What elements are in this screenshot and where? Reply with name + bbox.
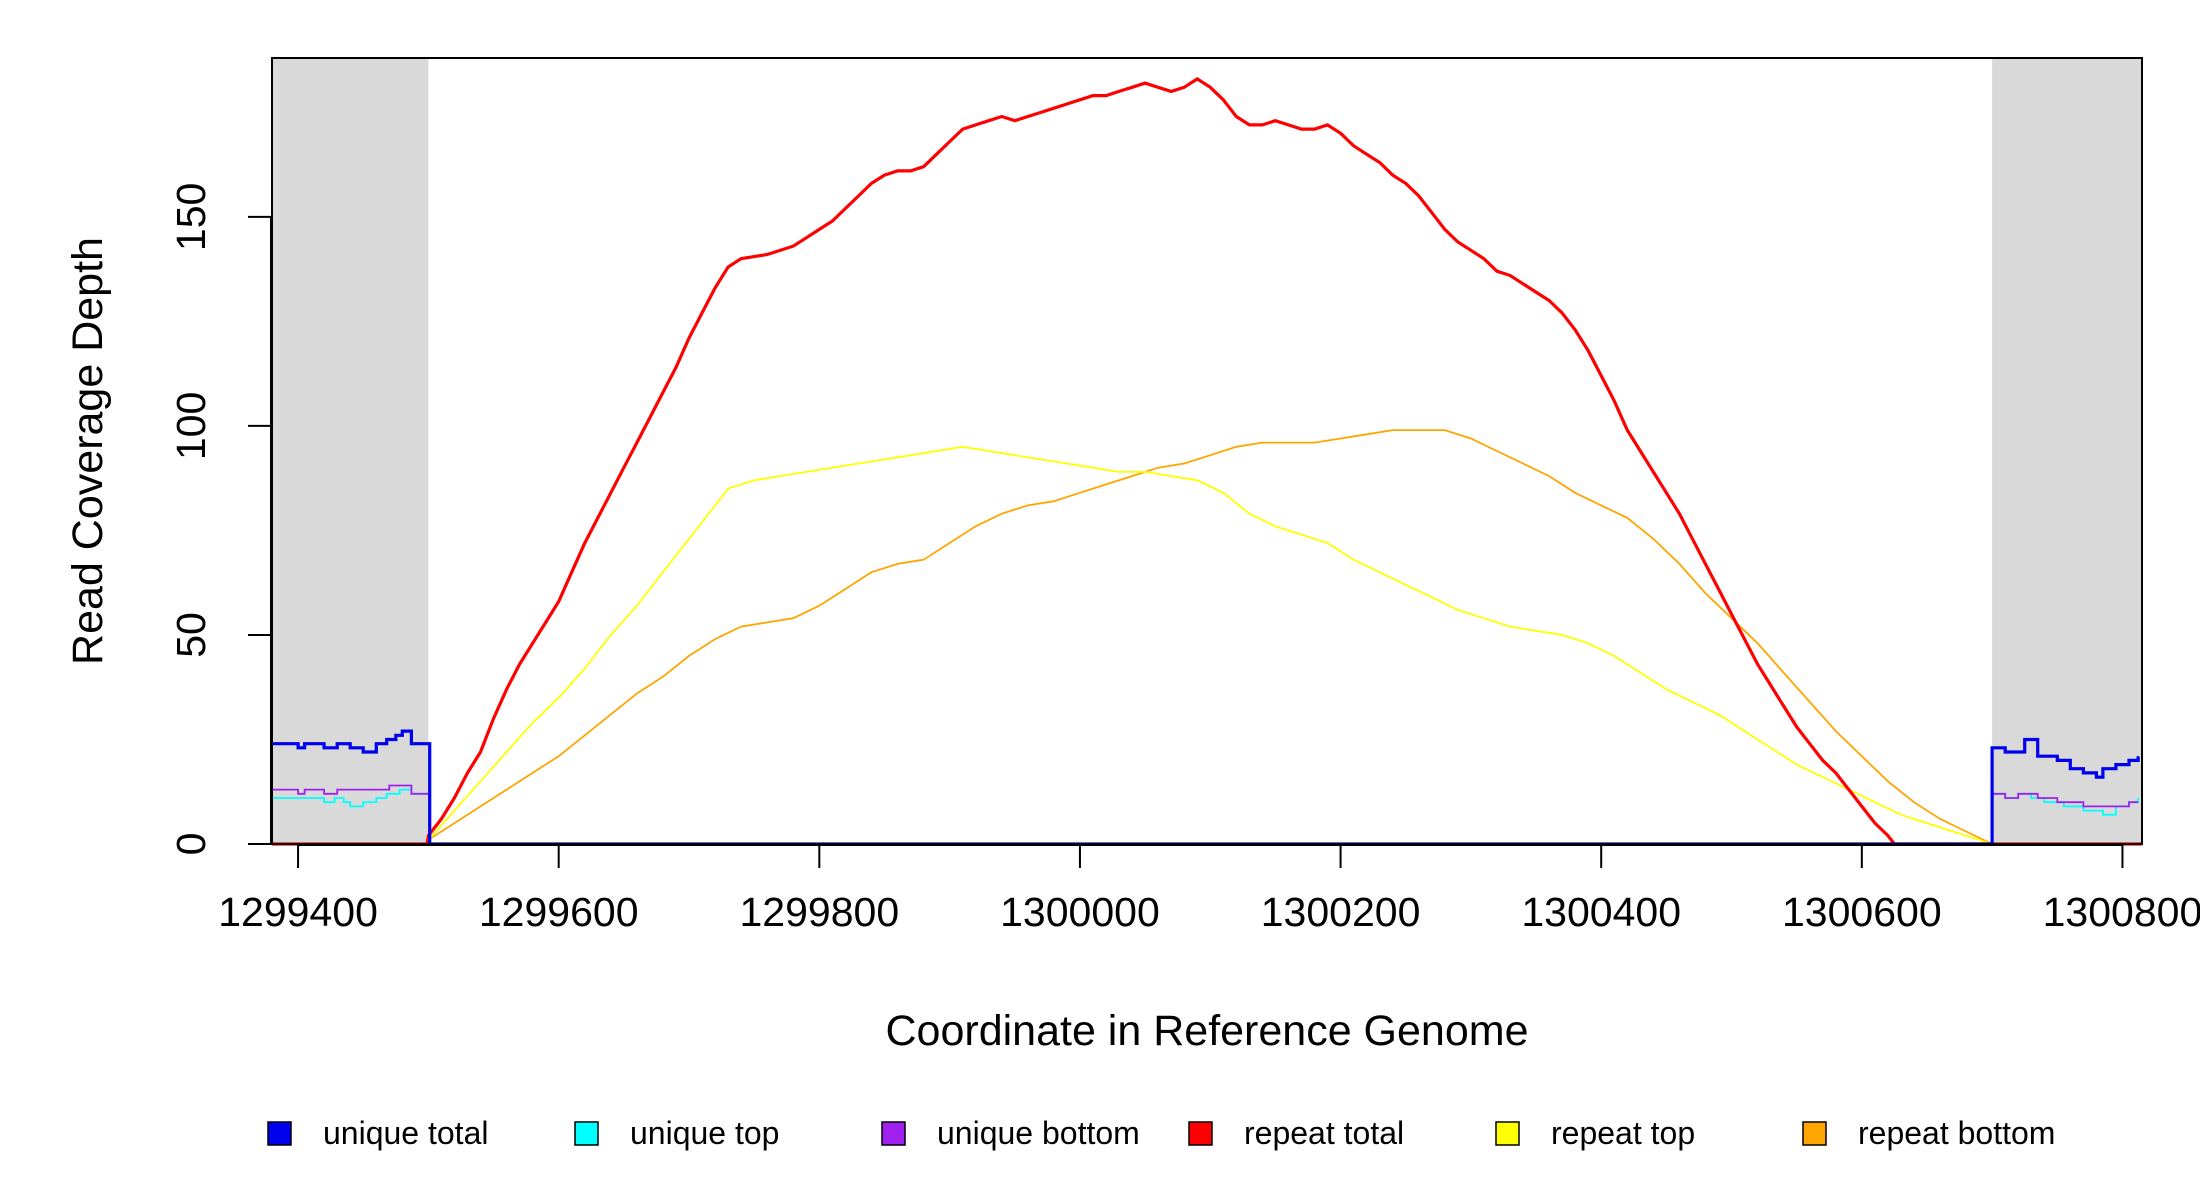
legend-swatch-repeat-bottom (1802, 1121, 1827, 1146)
y-tick-label: 0 (168, 833, 214, 856)
legend-swatch-repeat-top (1495, 1121, 1520, 1146)
legend-label-unique-total: unique total (323, 1115, 488, 1151)
legend: unique total unique top unique bottom repea… (267, 1115, 2055, 1151)
series-line-repeat-total (272, 76, 2142, 846)
legend-swatch-unique-bottom (881, 1121, 906, 1146)
x-axis-title: Coordinate in Reference Genome (886, 1007, 1529, 1055)
series-line-unique-top (272, 788, 2139, 845)
plot-frame (271, 57, 2143, 845)
y-axis-title: Read Coverage Depth (64, 237, 112, 665)
shaded-region-1 (272, 58, 429, 844)
legend-swatch-repeat-total (1188, 1121, 1213, 1146)
excluded-region-shading (272, 58, 2142, 844)
y-tick-label: 50 (168, 612, 214, 658)
legend-label-repeat-top: repeat top (1551, 1115, 1695, 1151)
x-tick-label: 1300600 (1782, 889, 1942, 935)
x-tick-label: 1300000 (1000, 889, 1160, 935)
legend-label-repeat-bottom: repeat bottom (1858, 1115, 2055, 1151)
x-tick-label: 1299600 (479, 889, 639, 935)
x-tick-label: 1299800 (740, 889, 900, 935)
series-line-unique-total (272, 729, 2140, 846)
x-tick-label: 1300200 (1261, 889, 1421, 935)
shaded-region-2 (1992, 58, 2142, 844)
series-line-repeat-bottom (272, 429, 2142, 845)
y-tick-label: 150 (168, 183, 214, 251)
x-axis: 1299400 1299600 1299800 1300000 1300200 13004… (218, 844, 2200, 935)
legend-swatch-unique-top (574, 1121, 599, 1146)
legend-swatch-unique-total (267, 1121, 292, 1146)
series-lines (272, 76, 2142, 846)
legend-label-unique-top: unique top (630, 1115, 779, 1151)
y-tick-label: 100 (168, 392, 214, 460)
x-tick-label: 1300400 (1521, 889, 1681, 935)
x-tick-label: 1299400 (218, 889, 378, 935)
legend-label-repeat-total: repeat total (1244, 1115, 1404, 1151)
series-line-repeat-top (272, 445, 2142, 845)
legend-label-unique-bottom: unique bottom (937, 1115, 1140, 1151)
y-axis: 0 50 100 150 (168, 183, 272, 856)
x-tick-label: 1300800 (2043, 889, 2200, 935)
